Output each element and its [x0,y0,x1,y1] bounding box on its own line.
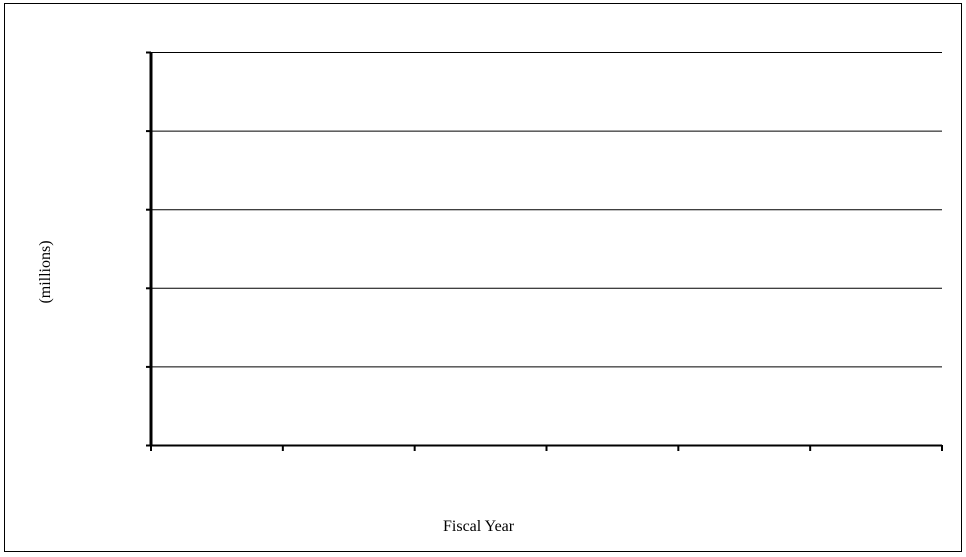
y-axis-title: (millions) [37,240,54,304]
chart-frame [4,3,962,552]
x-axis-title: Fiscal Year [443,518,515,535]
